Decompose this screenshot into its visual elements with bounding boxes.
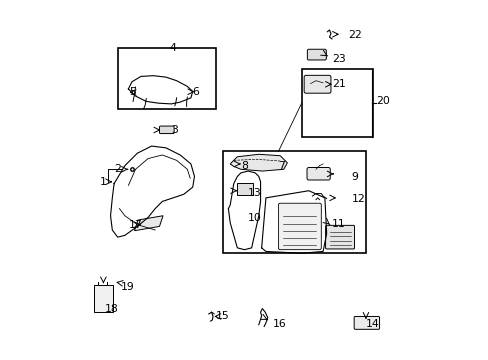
FancyBboxPatch shape bbox=[94, 285, 113, 312]
Text: 11: 11 bbox=[331, 219, 345, 229]
Text: 20: 20 bbox=[376, 96, 390, 107]
Text: 6: 6 bbox=[192, 87, 199, 98]
FancyBboxPatch shape bbox=[237, 183, 253, 195]
Text: 1: 1 bbox=[100, 177, 107, 187]
Text: 18: 18 bbox=[104, 303, 118, 314]
Text: 5: 5 bbox=[129, 87, 136, 98]
Text: 9: 9 bbox=[351, 172, 358, 182]
Text: 2: 2 bbox=[114, 164, 121, 174]
Text: 22: 22 bbox=[347, 30, 361, 40]
Text: 13: 13 bbox=[247, 188, 261, 198]
Text: 10: 10 bbox=[247, 212, 262, 222]
Bar bbox=[223, 152, 365, 253]
Text: 12: 12 bbox=[351, 194, 365, 203]
FancyBboxPatch shape bbox=[278, 203, 321, 249]
Text: 4: 4 bbox=[169, 43, 176, 53]
FancyBboxPatch shape bbox=[304, 75, 330, 93]
Text: 3: 3 bbox=[171, 125, 178, 135]
Bar bbox=[118, 48, 216, 109]
Bar bbox=[301, 69, 372, 137]
Text: 16: 16 bbox=[272, 319, 286, 329]
FancyBboxPatch shape bbox=[353, 316, 379, 329]
Text: 23: 23 bbox=[331, 54, 345, 64]
Text: 14: 14 bbox=[365, 319, 379, 329]
Polygon shape bbox=[230, 154, 287, 171]
FancyBboxPatch shape bbox=[306, 167, 329, 180]
FancyBboxPatch shape bbox=[325, 225, 354, 249]
Text: 8: 8 bbox=[241, 161, 247, 171]
Polygon shape bbox=[134, 216, 163, 231]
Text: 15: 15 bbox=[216, 311, 229, 321]
Text: 7: 7 bbox=[278, 161, 285, 171]
FancyBboxPatch shape bbox=[159, 126, 174, 134]
Text: 19: 19 bbox=[121, 282, 135, 292]
FancyBboxPatch shape bbox=[307, 49, 325, 60]
Text: 21: 21 bbox=[331, 79, 345, 89]
Text: 17: 17 bbox=[128, 220, 142, 230]
